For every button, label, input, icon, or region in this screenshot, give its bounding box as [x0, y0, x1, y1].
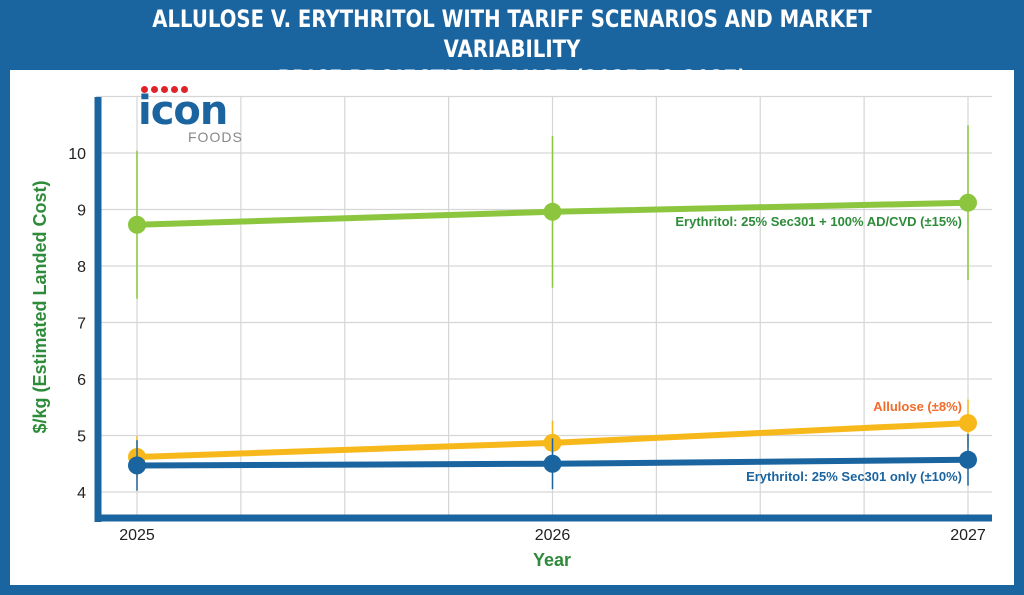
series-label: Erythritol: 25% Sec301 + 100% AD/CVD (±1… — [675, 214, 962, 229]
y-axis-title: $/kg (Estimated Landed Cost) — [30, 180, 50, 433]
x-tick-label: 2027 — [950, 527, 986, 544]
title-line-1: ALLULOSE V. ERYTHRITOL WITH TARIFF SCENA… — [152, 5, 872, 63]
x-tick-label: 2025 — [119, 527, 155, 544]
y-tick-label: 4 — [77, 485, 86, 502]
series-label: Allulose (±8%) — [873, 399, 962, 414]
logo-dots — [141, 86, 243, 93]
data-point — [543, 454, 562, 473]
y-tick-label: 10 — [68, 146, 86, 163]
data-point — [959, 450, 977, 469]
y-tick-label: 6 — [77, 372, 86, 389]
y-tick-label: 8 — [77, 259, 86, 276]
data-point — [959, 414, 977, 433]
series-label: Erythritol: 25% Sec301 only (±10%) — [746, 469, 962, 484]
chart-panel — [10, 70, 1014, 585]
logo-subtext: FOODS — [188, 129, 243, 145]
logo-text: ICON — [138, 88, 228, 134]
data-point — [959, 193, 977, 212]
x-axis-title: Year — [533, 550, 571, 570]
y-tick-label: 7 — [77, 316, 86, 333]
x-tick-label: 2026 — [535, 527, 571, 544]
data-point — [128, 456, 146, 475]
data-point — [128, 215, 146, 234]
icon-foods-logo: ICON FOODS — [138, 86, 243, 145]
y-tick-label: 9 — [77, 203, 86, 220]
data-point — [543, 202, 562, 221]
y-tick-label: 5 — [77, 429, 86, 446]
